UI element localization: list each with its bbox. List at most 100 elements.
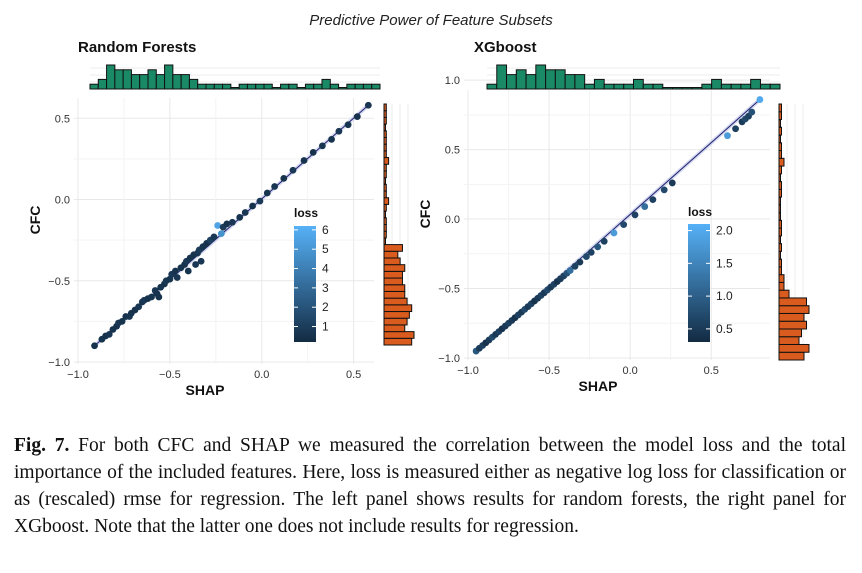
- panel1-data-point: [91, 342, 98, 350]
- panel2-data-point: [732, 125, 739, 133]
- panel1-legend-tick-label: 4: [322, 262, 329, 276]
- panel2-hist-top-bar: [486, 83, 498, 90]
- panel2-hist-right-bar: [778, 196, 781, 206]
- panel1-data-point: [289, 166, 297, 174]
- panel1-y-tick-label: −0.5: [48, 276, 70, 288]
- panel1-legend-title: loss: [294, 206, 318, 220]
- panel1-hist-right-bar: [383, 264, 406, 272]
- panel2-data-point: [566, 267, 574, 274]
- panel1-hist-right-bar: [383, 277, 403, 286]
- panel1-hist-right-bar: [383, 284, 406, 292]
- panel1-x-axis-label: SHAP: [186, 382, 225, 398]
- panel2-data-point: [668, 179, 676, 187]
- figure-title: Predictive Power of Feature Subsets: [309, 12, 553, 29]
- panel1-hist-right-bar: [383, 183, 387, 192]
- panel2-panel-title: XGboost: [474, 39, 537, 56]
- panel1-hist-right-bar: [383, 116, 387, 125]
- panel1-hist-right-bar: [383, 337, 413, 346]
- panel2-hist-top-bar: [769, 83, 781, 90]
- panel1-x-tick-label: 0.5: [346, 369, 361, 381]
- panel2-hist-top-bar: [545, 69, 556, 90]
- panel1-data-point: [335, 127, 343, 135]
- panel2-y-tick-label: 1.0: [445, 75, 460, 87]
- panel2-hist-top-bar: [740, 83, 752, 90]
- panel1-hist-top-bar: [205, 83, 215, 90]
- panel2-hist-right-bar: [778, 351, 805, 361]
- panel1-hist-right-bar: [383, 237, 386, 246]
- panel1-data-point: [280, 174, 288, 182]
- panel2-hist-right-bar: [778, 305, 810, 314]
- panel1-hist-top-bar: [114, 69, 124, 90]
- panel1-data-point: [118, 317, 126, 325]
- panel1-hist-right-bar: [383, 190, 387, 199]
- panel2-hist-right-bar: [778, 134, 781, 144]
- panel1-legend-tick-label: 3: [322, 281, 329, 295]
- panel1-hist-right-bar: [383, 130, 387, 138]
- panel2-hist-right-bar: [778, 343, 810, 353]
- panel1-hist-top-bar: [296, 87, 306, 90]
- panel1-data-point: [148, 293, 155, 301]
- panel2-hist-top-bar: [554, 69, 566, 90]
- panel1-hist-top-bar: [280, 83, 290, 90]
- panel2-hist-right-bar: [778, 103, 782, 113]
- panel2-hist-top-bar: [720, 83, 732, 90]
- panel2-hist-top-bar: [633, 78, 644, 90]
- panel1-hist-top-bar: [246, 83, 257, 90]
- panel1-hist-top-bar: [89, 83, 99, 90]
- panel2-legend-tick-label: 2.0: [716, 224, 733, 238]
- panel1-hist-right-bar: [383, 150, 387, 159]
- panel2-hist-top-bar: [564, 74, 576, 90]
- panel2-hist-right-bar: [778, 243, 782, 252]
- panel2-x-axis-label: SHAP: [579, 378, 618, 394]
- caption-text: For both CFC and SHAP we measured the co…: [14, 435, 847, 537]
- panel2-data-point: [724, 132, 731, 140]
- panel2-hist-right-bar: [778, 173, 781, 183]
- chart-canvas: −1.0 −0.5 0.0 0.5 −1.0 −0.5 0.0 0.5 SHAP CFC Rando…: [27, 39, 810, 398]
- panel1-data-point: [249, 202, 256, 210]
- panel2-data-point: [610, 229, 618, 237]
- panel2-data-point: [571, 262, 579, 270]
- panel2-hist-right-bar: [778, 250, 781, 260]
- panel2-legend-tick-label: 1.5: [716, 256, 733, 270]
- panel1-hist-right-bar: [383, 257, 401, 266]
- panel1-y-tick-label: 0.5: [55, 113, 70, 125]
- panel2-data-point: [660, 186, 668, 194]
- panel1-data-point: [344, 121, 352, 129]
- panel2-data-point: [748, 108, 756, 116]
- panel1-hist-top-bar: [263, 83, 273, 90]
- panel1-hist-top-bar: [230, 87, 240, 90]
- panel2-hist-right-bar: [778, 165, 782, 175]
- panel2-hist-right-bar: [778, 336, 800, 345]
- panel2-hist-top-bar: [691, 87, 703, 90]
- panel2-hist-right-bar: [778, 204, 781, 214]
- panel1-hist-top-bar: [321, 78, 331, 90]
- panel1-data-point: [241, 209, 249, 216]
- panel1-hist-right-bar: [383, 317, 408, 326]
- panel1-hist-top-bar: [147, 69, 157, 90]
- panel2-data-point: [576, 258, 584, 266]
- panel1-hist-right-bar: [383, 203, 387, 212]
- panel2-data-point: [756, 96, 764, 103]
- panel2-hist-top-bar: [711, 78, 722, 90]
- panel2-hist-right-bar: [778, 328, 802, 338]
- panel1-y-tick-label: −1.0: [48, 357, 70, 369]
- panel1-data-point: [155, 293, 163, 301]
- panel1-hist-right-bar: [383, 250, 399, 259]
- panel2-hist-top-bar: [652, 83, 664, 90]
- panel1-hist-right-bar: [383, 143, 387, 152]
- panel2-hist-top-bar: [535, 64, 547, 90]
- panel2-hist-top-bar: [613, 83, 625, 90]
- panel2-hist-right-bar: [778, 150, 782, 159]
- panel1-hist-right-bar: [383, 244, 403, 252]
- panel1-hist-top-bar: [188, 78, 199, 90]
- panel1-hist-right-bar: [383, 297, 408, 306]
- panel1-data-point: [171, 267, 179, 275]
- panel1-hist-right-bar: [383, 311, 410, 319]
- panel2-y-tick-label: 0.5: [445, 145, 460, 157]
- panel1-y-axis-label: CFC: [27, 206, 43, 235]
- panel2-y-tick-label: −1.0: [438, 353, 460, 365]
- panel2-hist-right-bar: [778, 235, 781, 245]
- panel1-legend-tick-label: 1: [322, 320, 329, 334]
- panel2-data-point: [649, 196, 657, 204]
- panel2-data-point: [600, 237, 608, 245]
